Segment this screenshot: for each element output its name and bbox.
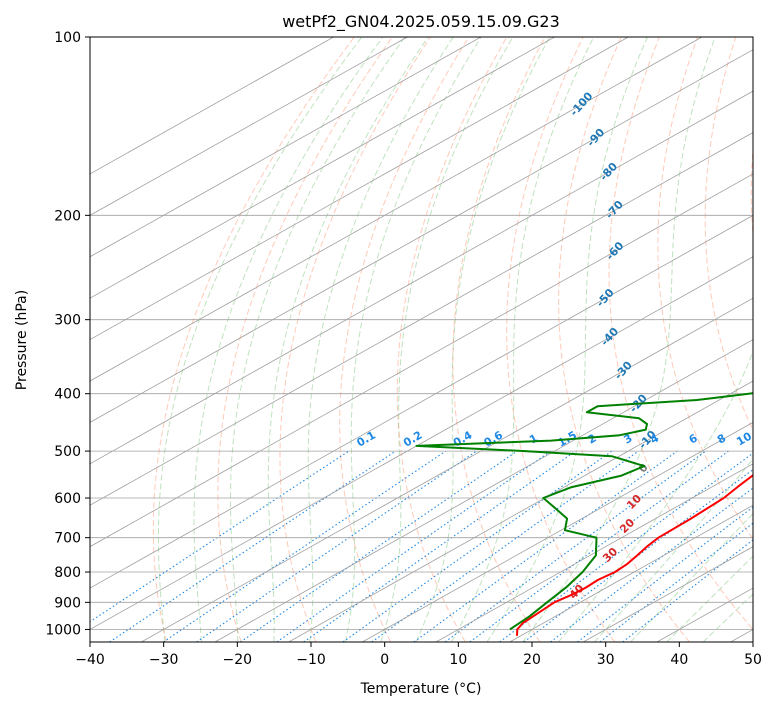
y-tick-label: 100 [54, 30, 81, 46]
x-tick-label: 40 [670, 652, 688, 668]
chart-title: wetPf2_GN04.2025.059.15.09.G23 [282, 12, 560, 32]
x-tick-label: −30 [149, 652, 179, 668]
y-tick-label: 900 [54, 595, 81, 611]
x-tick-label: 30 [597, 652, 615, 668]
y-tick-label: 400 [54, 387, 81, 403]
y-tick-label: 200 [54, 208, 81, 224]
y-tick-label: 1000 [45, 622, 81, 638]
x-tick-label: 20 [523, 652, 541, 668]
x-tick-label: −10 [296, 652, 326, 668]
y-axis-title: Pressure (hPa) [14, 290, 30, 390]
x-axis-title: Temperature (°C) [360, 681, 482, 697]
x-tick-label: −20 [223, 652, 253, 668]
y-tick-label: 800 [54, 565, 81, 581]
y-tick-label: 300 [54, 313, 81, 329]
y-tick-label: 700 [54, 531, 81, 547]
y-tick-label: 500 [54, 444, 81, 460]
y-tick-label: 600 [54, 491, 81, 507]
x-tick-label: 50 [744, 652, 762, 668]
x-tick-label: 0 [380, 652, 389, 668]
x-tick-label: −40 [75, 652, 105, 668]
x-tick-label: 10 [449, 652, 467, 668]
